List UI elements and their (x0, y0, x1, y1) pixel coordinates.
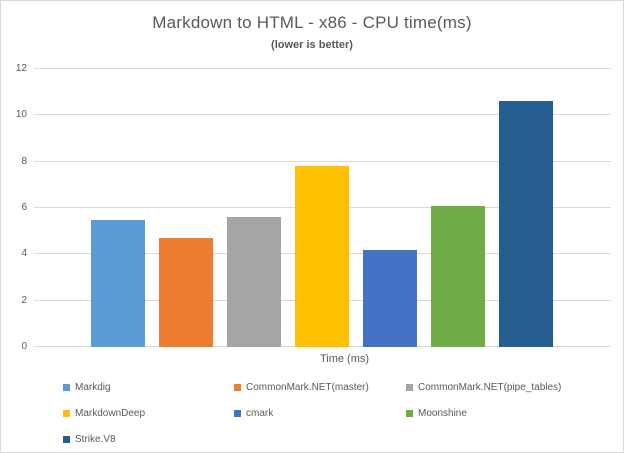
y-tick-label-12: 12 (15, 63, 27, 74)
plot-area (34, 68, 611, 347)
legend-label: Moonshine (418, 408, 467, 419)
y-axis: 0 2 4 6 8 10 12 (1, 63, 27, 352)
bar-commonmark-net-master (159, 238, 213, 347)
bar-cmark (363, 249, 417, 347)
bar-markdig (91, 219, 145, 347)
y-tick-label-10: 10 (15, 109, 27, 121)
legend-item-moonshine: Moonshine (406, 407, 613, 420)
legend-swatch-icon (406, 410, 413, 417)
legend-label: CommonMark.NET(master) (246, 382, 369, 393)
chart-title: Markdown to HTML - x86 - CPU time(ms) (152, 13, 472, 32)
legend-item-commonmark-net-pipe-tables: CommonMark.NET(pipe_tables) (406, 381, 613, 394)
legend-label: MarkdownDeep (75, 408, 146, 419)
gridline-y-12 (34, 68, 611, 69)
bar-strike-v8 (499, 101, 553, 347)
legend-item-cmark: cmark (234, 407, 406, 420)
legend-label: cmark (246, 408, 274, 419)
legend-item-markdowndeep: MarkdownDeep (63, 407, 234, 420)
legend-swatch-icon (63, 384, 70, 391)
y-tick-label-0: 0 (21, 341, 27, 352)
legend-label: Markdig (75, 382, 111, 393)
legend-item-strike-v8: Strike.V8 (63, 433, 234, 446)
bar-moonshine (431, 205, 485, 347)
gridline-y-10 (34, 114, 611, 116)
y-tick-label-6: 6 (21, 202, 27, 213)
x-axis-title: Time (ms) (319, 353, 370, 365)
legend-item-markdig: Markdig (63, 381, 234, 394)
legend-label: CommonMark.NET(pipe_tables) (418, 382, 562, 393)
legend-item-commonmark-net-master: CommonMark.NET(master) (234, 381, 406, 394)
y-tick-label-2: 2 (21, 294, 27, 306)
gridline-y-8 (34, 160, 611, 162)
legend-swatch-icon (63, 436, 70, 443)
bar-markdowndeep (295, 166, 349, 347)
chart-legend: Markdig CommonMark.NET(master) CommonMark.… (63, 381, 613, 446)
chart-subtitle: (lower is better) (271, 39, 353, 51)
y-tick-label-8: 8 (21, 155, 27, 167)
bar-commonmark-net-pipe-tables (227, 217, 281, 347)
legend-swatch-icon (406, 384, 413, 391)
legend-label: Strike.V8 (75, 434, 116, 445)
legend-swatch-icon (63, 410, 70, 417)
legend-swatch-icon (234, 410, 241, 417)
legend-swatch-icon (234, 384, 241, 391)
bar-series (91, 69, 553, 347)
y-tick-label-4: 4 (21, 248, 27, 260)
